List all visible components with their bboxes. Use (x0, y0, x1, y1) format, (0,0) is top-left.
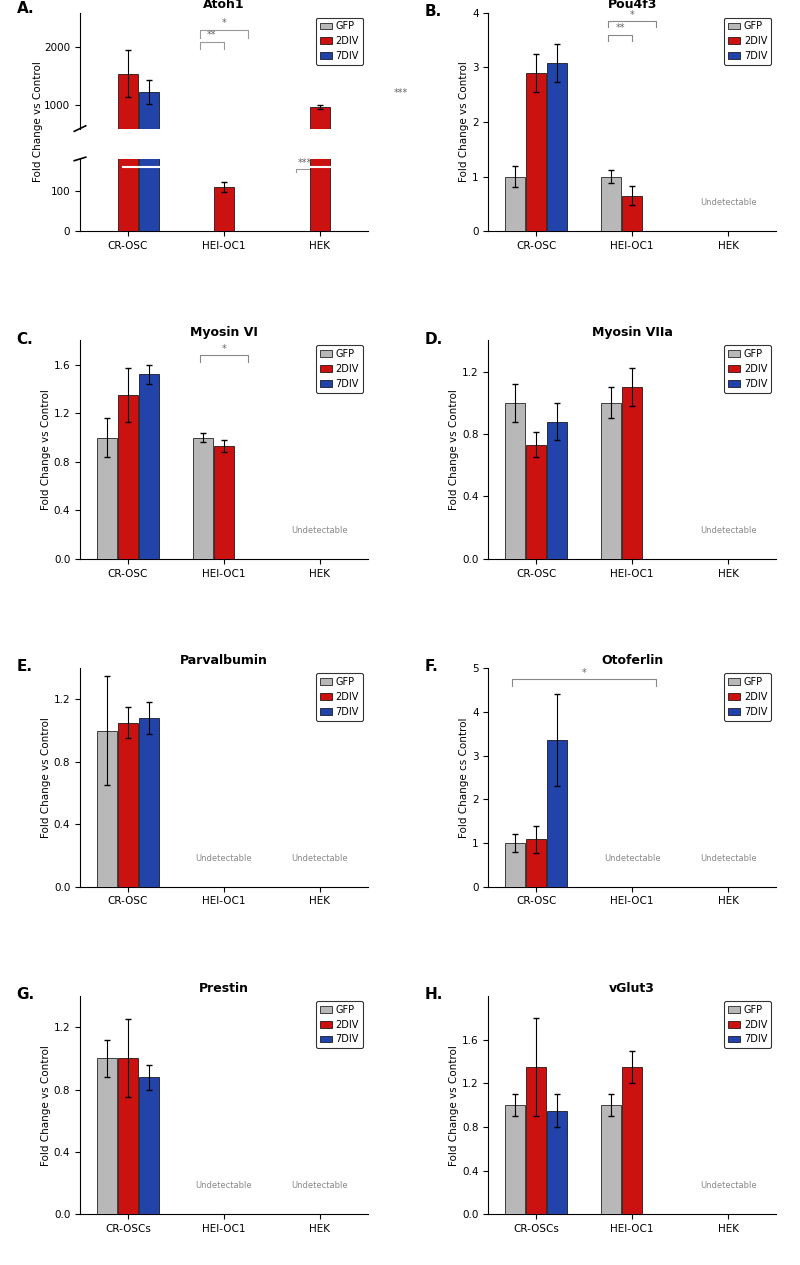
Bar (139, 92, 159, 163)
Legend: GFP, 2DIV, 7DIV: GFP, 2DIV, 7DIV (316, 1001, 362, 1049)
Text: *: * (630, 10, 634, 19)
Title: Atoh1: Atoh1 (203, 0, 245, 11)
Bar (97, 731, 117, 887)
Legend: GFP, 2DIV, 7DIV: GFP, 2DIV, 7DIV (725, 673, 771, 721)
Text: C.: C. (17, 331, 34, 347)
Bar (601, 402, 621, 559)
Bar (622, 387, 642, 559)
Text: B.: B. (425, 4, 442, 19)
Text: D.: D. (425, 331, 443, 347)
Text: G.: G. (17, 987, 35, 1002)
Bar (506, 177, 526, 231)
Text: Undetectable: Undetectable (291, 526, 348, 535)
Text: Undetectable: Undetectable (700, 854, 756, 863)
Text: A.: A. (17, 1, 34, 16)
Bar (118, 1059, 138, 1214)
Title: vGlut3: vGlut3 (610, 982, 655, 994)
Title: Myosin VIIa: Myosin VIIa (592, 326, 673, 339)
Bar (139, 1077, 159, 1214)
Text: H.: H. (425, 987, 443, 1002)
Y-axis label: Fold Change vs Control: Fold Change vs Control (450, 1045, 459, 1165)
Text: Fold Change vs Control: Fold Change vs Control (34, 62, 43, 182)
Text: *: * (222, 344, 226, 354)
Text: Undetectable: Undetectable (291, 854, 348, 863)
Legend: GFP, 2DIV, 7DIV: GFP, 2DIV, 7DIV (316, 18, 362, 65)
Bar (118, 0, 138, 231)
Title: Pou4f3: Pou4f3 (607, 0, 657, 11)
Bar (526, 73, 546, 231)
Bar (547, 740, 567, 887)
Bar (118, 395, 138, 559)
Title: Prestin: Prestin (199, 982, 249, 994)
Text: *: * (222, 18, 226, 28)
Bar (139, 0, 159, 231)
Text: Undetectable: Undetectable (195, 854, 252, 863)
Text: E.: E. (17, 659, 33, 674)
Bar (547, 421, 567, 559)
Title: Otoferlin: Otoferlin (601, 654, 663, 667)
Text: *: * (582, 668, 586, 678)
Bar (526, 840, 546, 887)
Title: Myosin VI: Myosin VI (190, 326, 258, 339)
Bar (310, 108, 330, 163)
Text: Undetectable: Undetectable (700, 199, 756, 207)
Bar (601, 177, 621, 231)
Bar (214, 447, 234, 559)
Text: Undetectable: Undetectable (291, 1182, 348, 1190)
Text: ***: *** (298, 158, 313, 168)
Bar (506, 1106, 526, 1214)
Bar (506, 842, 526, 887)
Text: Undetectable: Undetectable (700, 1182, 756, 1190)
Legend: GFP, 2DIV, 7DIV: GFP, 2DIV, 7DIV (725, 1001, 771, 1049)
Y-axis label: Fold Change vs Control: Fold Change vs Control (41, 717, 51, 837)
Bar (118, 73, 138, 163)
Bar (97, 1059, 117, 1214)
Text: Undetectable: Undetectable (604, 854, 661, 863)
Bar (601, 1106, 621, 1214)
Legend: GFP, 2DIV, 7DIV: GFP, 2DIV, 7DIV (725, 345, 771, 392)
Legend: GFP, 2DIV, 7DIV: GFP, 2DIV, 7DIV (316, 345, 362, 392)
Bar (193, 438, 213, 559)
Text: **: ** (615, 23, 625, 33)
Legend: GFP, 2DIV, 7DIV: GFP, 2DIV, 7DIV (725, 18, 771, 65)
Text: Undetectable: Undetectable (700, 526, 756, 535)
Bar (547, 1111, 567, 1214)
Y-axis label: Fold Change vs Control: Fold Change vs Control (41, 1045, 51, 1165)
Legend: GFP, 2DIV, 7DIV: GFP, 2DIV, 7DIV (316, 673, 362, 721)
Bar (622, 1066, 642, 1214)
Y-axis label: Fold Change cs Control: Fold Change cs Control (459, 717, 470, 837)
Y-axis label: Fold Change vs Control: Fold Change vs Control (450, 390, 459, 510)
Title: Parvalbumin: Parvalbumin (180, 654, 268, 667)
Y-axis label: Fold Change vs Control: Fold Change vs Control (459, 62, 470, 182)
Bar (506, 402, 526, 559)
Y-axis label: Fold Change vs Control: Fold Change vs Control (41, 390, 51, 510)
Bar (547, 63, 567, 231)
Text: Undetectable: Undetectable (195, 1182, 252, 1190)
Text: F.: F. (425, 659, 439, 674)
Text: ***: *** (394, 87, 408, 97)
Bar (310, 0, 330, 231)
Bar (214, 157, 234, 163)
Bar (139, 719, 159, 887)
Text: **: ** (207, 30, 217, 40)
Bar (97, 438, 117, 559)
Bar (526, 1066, 546, 1214)
Bar (118, 722, 138, 887)
Bar (139, 374, 159, 559)
Bar (214, 187, 234, 231)
Bar (622, 196, 642, 231)
Bar (526, 445, 546, 559)
